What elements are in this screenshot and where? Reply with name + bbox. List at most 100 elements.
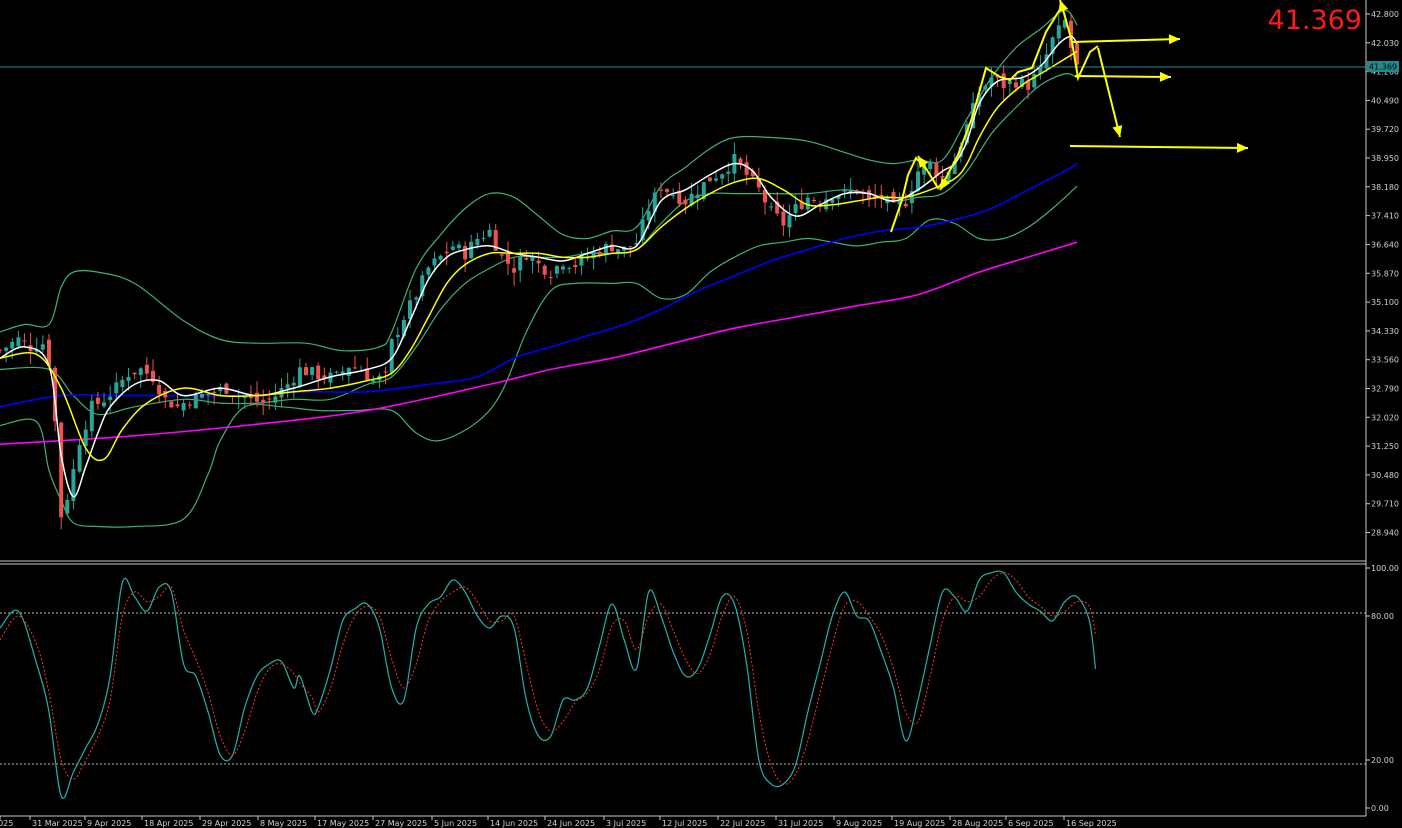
target-arrow-upper-shaft	[1071, 38, 1181, 43]
stoch-tick-label: 80.00	[1371, 612, 1394, 621]
candlesticks	[0, 14, 1080, 530]
candle-body	[267, 398, 272, 400]
candle-body	[77, 445, 82, 472]
candle-body	[383, 371, 388, 373]
candle-body	[805, 197, 810, 210]
candle-body	[151, 371, 155, 382]
candle-body	[395, 334, 400, 338]
date-tick-label: 5 Jun 2025	[434, 819, 477, 828]
date-tick-label: 29 Apr 2025	[202, 819, 251, 828]
target-arrow-lower-shaft	[1069, 145, 1249, 149]
target-arrow-middle-shaft	[1074, 75, 1172, 78]
candle-body	[200, 394, 204, 398]
candle-body	[536, 260, 541, 264]
target-arrow-lower-head	[1236, 142, 1248, 153]
candle-body	[261, 399, 266, 404]
candle-body	[1050, 37, 1055, 54]
slow-ma-line	[0, 50, 1078, 462]
price-tick-label: 35.100	[1371, 298, 1399, 307]
candle-body	[322, 375, 327, 380]
price-tick-label: 39.720	[1371, 125, 1399, 134]
stochastic-panel[interactable]	[0, 570, 1366, 799]
stochastic-axis[interactable]: 100.00 80.00 20.00 0.00	[1366, 564, 1399, 813]
candle-body	[242, 397, 247, 399]
candle-body	[181, 403, 186, 411]
candle-body	[175, 404, 180, 407]
candle-body	[958, 146, 963, 157]
price-tick-label: 29.710	[1371, 500, 1399, 509]
candle-body	[316, 365, 321, 380]
wave-path	[890, 3, 1099, 233]
candle-body	[450, 246, 455, 250]
date-tick-label: 19 Aug 2025	[894, 819, 945, 828]
candle-body	[169, 401, 174, 408]
candle-body	[646, 211, 651, 221]
date-tick-label: 18 Apr 2025	[144, 819, 193, 828]
candle-body	[89, 400, 94, 432]
candle-body	[340, 371, 345, 375]
candle-body	[940, 176, 945, 178]
candle-body	[854, 190, 859, 194]
price-tick-label: 30.480	[1371, 471, 1399, 480]
candle-body	[750, 171, 755, 177]
candle-body	[414, 297, 419, 300]
date-tick-label: 2025	[0, 819, 13, 828]
price-axis[interactable]: 42.800 42.030 41.260 40.490 39.720 38.950 38.1…	[1366, 10, 1399, 538]
candle-body	[426, 267, 431, 275]
price-tick-label: 35.870	[1371, 269, 1399, 278]
candle-body	[65, 500, 70, 514]
candle-body	[157, 385, 162, 395]
price-tick-label: 40.490	[1371, 96, 1399, 105]
price-panel[interactable]	[0, 0, 1366, 530]
candle-body	[1044, 54, 1049, 69]
price-tick-label: 38.180	[1371, 183, 1399, 192]
candle-body	[114, 382, 119, 394]
candle-body	[1001, 73, 1006, 88]
candle-body	[554, 266, 559, 274]
candle-body	[481, 238, 486, 240]
date-tick-label: 6 Sep 2025	[1008, 819, 1054, 828]
candle-body	[671, 195, 676, 197]
price-tick-label: 28.940	[1371, 529, 1399, 538]
wave-arrow-top-head	[1058, 0, 1069, 12]
date-axis[interactable]: 2025 31 Mar 2025 9 Apr 2025 18 Apr 2025 29 A…	[0, 816, 1117, 828]
candle-body	[683, 199, 688, 205]
stoch-signal-line	[0, 572, 1096, 785]
candle-body	[916, 171, 920, 191]
price-tick-label: 31.250	[1371, 442, 1399, 451]
candle-body	[212, 391, 217, 393]
candle-body	[756, 178, 761, 188]
candle-body	[946, 172, 951, 182]
stoch-main-line	[0, 570, 1097, 799]
candle-body	[506, 254, 510, 264]
candle-body	[193, 393, 198, 409]
candle-body	[934, 163, 939, 177]
candle-body	[102, 402, 106, 407]
candle-body	[812, 200, 816, 201]
candle-body	[738, 158, 743, 165]
date-tick-label: 3 Jul 2025	[606, 819, 646, 828]
candle-body	[610, 244, 614, 252]
date-tick-label: 22 Jul 2025	[720, 819, 765, 828]
candle-body	[499, 254, 504, 256]
candle-body	[567, 267, 572, 269]
price-tick-label: 41.260	[1371, 68, 1399, 77]
candle-body	[977, 93, 982, 107]
candle-body	[1020, 78, 1024, 87]
candle-body	[346, 367, 351, 376]
candle-body	[836, 195, 841, 200]
candle-body	[665, 189, 670, 192]
candle-body	[285, 384, 290, 389]
candle-body	[138, 368, 143, 375]
price-tick-label: 33.560	[1371, 356, 1399, 365]
candle-body	[518, 256, 523, 271]
candle-body	[187, 404, 192, 406]
candle-body	[897, 201, 902, 205]
candle-body	[701, 182, 706, 200]
candle-body	[444, 251, 449, 254]
candle-body	[304, 367, 308, 376]
candle-body	[206, 394, 211, 395]
candle-body	[163, 390, 168, 398]
candle-body	[726, 171, 731, 174]
